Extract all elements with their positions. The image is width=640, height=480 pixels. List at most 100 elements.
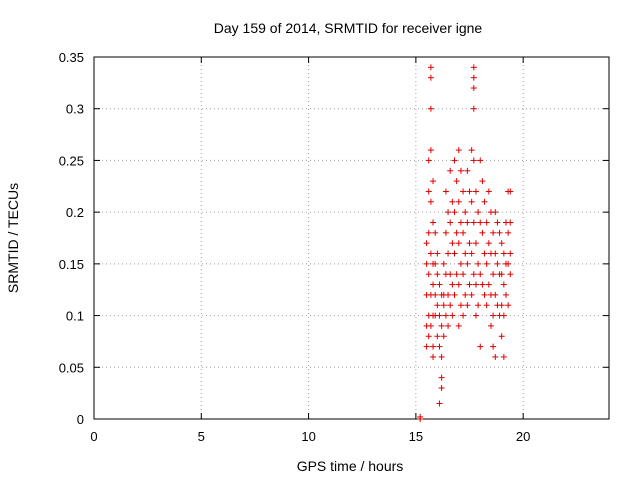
data-point bbox=[470, 64, 477, 71]
data-point bbox=[492, 291, 499, 298]
data-point bbox=[466, 240, 473, 247]
data-point bbox=[449, 281, 456, 288]
data-point bbox=[445, 322, 452, 329]
data-point bbox=[477, 343, 484, 350]
data-point bbox=[440, 333, 447, 340]
data-point bbox=[490, 343, 497, 350]
data-point bbox=[436, 343, 443, 350]
x-tick-label: 20 bbox=[516, 429, 530, 444]
data-point bbox=[457, 167, 464, 174]
data-point bbox=[449, 198, 456, 205]
y-tick-label: 0.1 bbox=[66, 309, 84, 324]
data-point bbox=[425, 188, 432, 195]
data-point bbox=[492, 353, 499, 360]
data-point bbox=[479, 178, 486, 185]
data-point bbox=[498, 240, 505, 247]
data-point bbox=[427, 250, 434, 257]
data-point bbox=[500, 353, 507, 360]
data-point bbox=[492, 250, 499, 257]
data-point bbox=[442, 188, 449, 195]
data-point bbox=[477, 271, 484, 278]
data-point bbox=[460, 229, 467, 236]
data-point bbox=[505, 302, 512, 309]
data-point bbox=[470, 105, 477, 112]
data-point bbox=[423, 240, 430, 247]
data-point bbox=[438, 322, 445, 329]
grid-lines bbox=[94, 57, 609, 419]
y-tick-label: 0.15 bbox=[59, 257, 84, 272]
x-tick-label: 10 bbox=[301, 429, 315, 444]
data-point bbox=[432, 291, 439, 298]
y-tick-label: 0.25 bbox=[59, 153, 84, 168]
data-point bbox=[451, 157, 458, 164]
data-point bbox=[460, 188, 467, 195]
data-point bbox=[468, 147, 475, 154]
data-point bbox=[483, 260, 490, 267]
y-tick-label: 0.35 bbox=[59, 50, 84, 65]
data-point bbox=[434, 302, 441, 309]
data-point bbox=[472, 312, 479, 319]
data-point bbox=[434, 271, 441, 278]
data-point bbox=[462, 250, 469, 257]
data-point bbox=[460, 271, 467, 278]
data-point bbox=[498, 271, 505, 278]
data-point bbox=[472, 240, 479, 247]
data-point bbox=[481, 250, 488, 257]
x-tick-label: 5 bbox=[198, 429, 205, 444]
plot-frame bbox=[93, 56, 610, 420]
data-point bbox=[500, 281, 507, 288]
x-axis-label: GPS time / hours bbox=[297, 458, 404, 474]
data-point bbox=[475, 302, 482, 309]
y-tick-label: 0 bbox=[77, 412, 84, 427]
data-point bbox=[432, 229, 439, 236]
axis-ticks: 0 5 10 15 20 0 0.05 0.1 0.15 0.2 0.25 0.3 0.35 bbox=[59, 50, 609, 444]
data-point bbox=[470, 157, 477, 164]
data-point bbox=[453, 178, 460, 185]
data-point bbox=[427, 198, 434, 205]
data-point bbox=[485, 240, 492, 247]
data-point bbox=[475, 209, 482, 216]
data-point bbox=[427, 64, 434, 71]
data-point bbox=[436, 312, 443, 319]
data-point bbox=[423, 343, 430, 350]
data-point bbox=[485, 188, 492, 195]
data-point bbox=[451, 250, 458, 257]
data-point bbox=[500, 312, 507, 319]
data-point bbox=[436, 281, 443, 288]
data-point bbox=[451, 291, 458, 298]
data-point bbox=[423, 260, 430, 267]
data-point bbox=[436, 400, 443, 407]
data-point bbox=[507, 219, 514, 226]
data-point bbox=[445, 291, 452, 298]
data-point bbox=[490, 229, 497, 236]
data-point bbox=[455, 281, 462, 288]
data-point bbox=[468, 291, 475, 298]
data-point bbox=[430, 219, 437, 226]
data-point bbox=[500, 250, 507, 257]
y-axis-label: SRMTID / TECUs bbox=[5, 183, 21, 293]
data-point bbox=[479, 229, 486, 236]
data-point bbox=[442, 312, 449, 319]
chart-title: Day 159 of 2014, SRMTID for receiver ign… bbox=[214, 20, 483, 36]
data-point bbox=[427, 147, 434, 154]
data-point bbox=[457, 219, 464, 226]
data-point bbox=[447, 302, 454, 309]
data-point bbox=[485, 281, 492, 288]
data-point bbox=[490, 271, 497, 278]
data-point bbox=[427, 105, 434, 112]
data-point bbox=[464, 302, 471, 309]
data-point bbox=[442, 229, 449, 236]
data-point bbox=[455, 198, 462, 205]
data-point bbox=[445, 209, 452, 216]
data-point bbox=[466, 188, 473, 195]
y-tick-label: 0.2 bbox=[66, 205, 84, 220]
data-point bbox=[434, 333, 441, 340]
data-point bbox=[427, 322, 434, 329]
data-point bbox=[494, 260, 501, 267]
data-point bbox=[434, 250, 441, 257]
data-point bbox=[468, 198, 475, 205]
data-point bbox=[487, 322, 494, 329]
data-point bbox=[490, 312, 497, 319]
data-point bbox=[455, 147, 462, 154]
data-point bbox=[460, 312, 467, 319]
